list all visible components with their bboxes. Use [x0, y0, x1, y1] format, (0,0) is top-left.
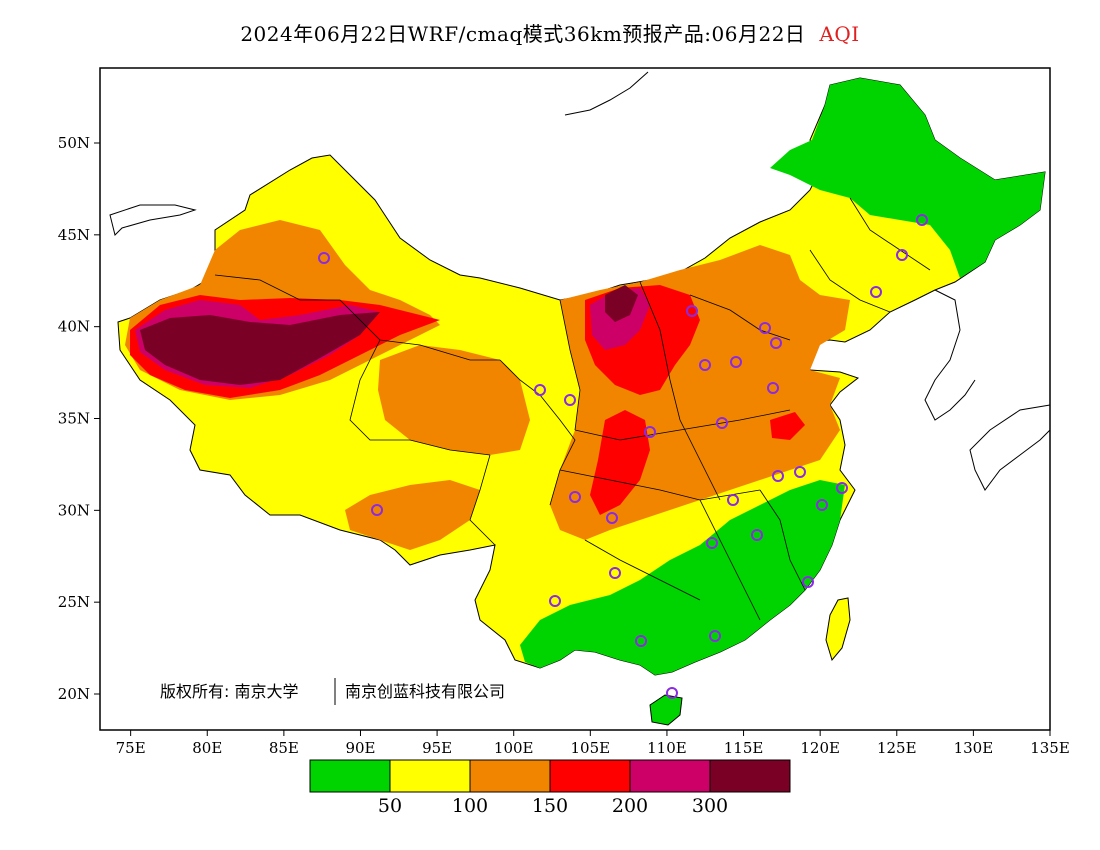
lat-tick-label: 40N	[58, 318, 90, 336]
station-marker	[534, 384, 546, 396]
lon-tick-label: 125E	[877, 739, 917, 757]
taiwan-island	[825, 597, 851, 662]
station-marker	[666, 687, 678, 699]
lon-tick-label: 110E	[647, 739, 687, 757]
lon-tick-label: 105E	[571, 739, 611, 757]
legend-label: 150	[532, 795, 568, 817]
copyright-right: 南京创蓝科技有限公司	[345, 682, 505, 701]
station-marker	[772, 470, 784, 482]
aqi-unhealthy-shandong	[770, 412, 805, 440]
station-marker	[686, 305, 698, 317]
station-marker	[706, 537, 718, 549]
lon-tick-label: 120E	[800, 739, 840, 757]
station-marker	[816, 499, 828, 511]
lon-tick-label: 135E	[1030, 739, 1070, 757]
variable-label: AQI	[819, 22, 860, 46]
aqi-hazardous-tarim	[140, 312, 380, 385]
station-marker	[802, 576, 814, 588]
lat-tick-label: 35N	[58, 410, 90, 428]
aqi-hazardous-ordos	[605, 285, 638, 322]
lon-tick-label: 100E	[494, 739, 534, 757]
station-marker	[609, 567, 621, 579]
lat-tick-label: 30N	[58, 501, 90, 519]
map-title: 2024年06月22日WRF/cmaq模式36km预报产品:06月22日 AQI	[0, 18, 1100, 47]
station-marker	[770, 337, 782, 349]
aqi-unhealthy-central	[590, 410, 650, 515]
station-marker	[896, 249, 908, 261]
station-marker	[709, 630, 721, 642]
station-marker	[318, 252, 330, 264]
hainan-island	[649, 694, 683, 726]
longitude-axis: 75E 80E 85E 90E 95E 100E 105E 110E 115E 120E 125E 1…	[116, 730, 1070, 757]
lon-tick-label: 130E	[954, 739, 994, 757]
legend-label: 300	[692, 795, 728, 817]
station-marker	[870, 286, 882, 298]
lon-tick-label: 90E	[345, 739, 375, 757]
station-marker	[759, 322, 771, 334]
station-marker	[644, 426, 656, 438]
station-marker	[916, 214, 928, 226]
station-marker	[549, 595, 561, 607]
aqi-good-south	[520, 480, 845, 675]
lat-tick-label: 45N	[58, 226, 90, 244]
station-marker	[699, 359, 711, 371]
lon-tick-label: 85E	[269, 739, 299, 757]
legend-swatch	[549, 759, 631, 793]
lat-tick-label: 50N	[58, 134, 90, 152]
aqi-good-northeast	[770, 78, 1045, 278]
lat-tick-label: 20N	[58, 685, 90, 703]
station-marker	[751, 529, 763, 541]
aqi-sensitive-tibet	[378, 345, 530, 455]
lon-tick-label: 95E	[422, 739, 452, 757]
station-marker	[794, 466, 806, 478]
lon-tick-label: 115E	[724, 739, 764, 757]
legend-label: 200	[612, 795, 648, 817]
station-marker	[635, 635, 647, 647]
legend-swatch	[389, 759, 471, 793]
station-marker	[716, 417, 728, 429]
aqi-legend: 50 100 150 200 300	[309, 759, 791, 817]
legend-swatch	[469, 759, 551, 793]
station-marker	[727, 494, 739, 506]
station-marker	[730, 356, 742, 368]
copyright-left: 版权所有: 南京大学	[160, 682, 298, 701]
legend-swatch	[629, 759, 711, 793]
station-marker	[564, 394, 576, 406]
japan-coastline	[969, 404, 1051, 491]
aqi-sensitive-southtibet	[345, 480, 480, 550]
station-marker	[606, 512, 618, 524]
station-marker	[767, 382, 779, 394]
province-borders	[214, 197, 931, 621]
station-marker	[569, 491, 581, 503]
lat-tick-label: 25N	[58, 593, 90, 611]
plot-area: 版权所有: 南京大学 南京创蓝科技有限公司	[99, 67, 1051, 731]
latitude-axis: 50N 45N 40N 35N 30N 25N 20N	[58, 134, 100, 703]
legend-label: 50	[378, 795, 402, 817]
station-marker	[371, 504, 383, 516]
lon-tick-label: 75E	[116, 739, 146, 757]
legend-swatch	[709, 759, 791, 793]
lon-tick-label: 80E	[192, 739, 222, 757]
legend-label: 100	[452, 795, 488, 817]
kazakh-lake	[109, 204, 197, 236]
legend-swatch	[309, 759, 391, 793]
russia-coastline	[564, 71, 649, 116]
korea-coastline	[924, 289, 976, 421]
title-text: 2024年06月22日WRF/cmaq模式36km预报产品:06月22日	[240, 22, 806, 46]
station-markers	[318, 214, 928, 699]
station-marker	[836, 482, 848, 494]
